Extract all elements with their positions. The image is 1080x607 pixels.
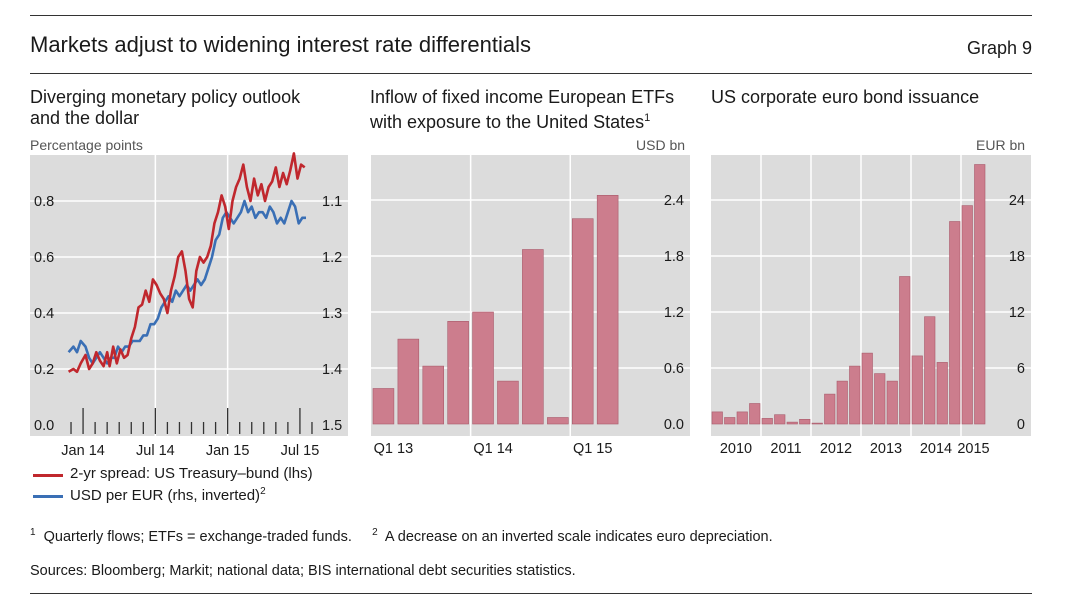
p3-bar xyxy=(711,411,723,425)
p2-y-tick-label: 2.4 xyxy=(664,193,684,209)
panel3-bar-chart: 0 6 12 18 24 2010 2011 2012 2013 2014 2015 xyxy=(711,155,1031,457)
charts-canvas: 0.0 0.2 0.4 0.6 0.8 1.1 1.2 1.3 1.4 1.5 Jan 14 Jul … xyxy=(30,152,1031,459)
panel1-rhs-tick-label: 1.2 xyxy=(322,250,342,266)
p2-bar xyxy=(596,195,619,425)
panel1-line-chart: 0.0 0.2 0.4 0.6 0.8 1.1 1.2 1.3 1.4 1.5 Jan 14 Jul … xyxy=(30,152,348,459)
panel1-x-tick-label: Jul 14 xyxy=(136,443,175,459)
panel1-lhs-tick-label: 0.6 xyxy=(34,250,54,266)
p3-bar xyxy=(886,380,898,425)
p2-bar xyxy=(447,320,469,425)
panel2-bar-chart: 0.0 0.6 1.2 1.8 2.4 Q1 13 Q1 14 Q1 15 xyxy=(371,155,690,457)
panel2-title: Inflow of fixed income European ETFs wit… xyxy=(370,87,674,133)
p3-bar xyxy=(849,365,861,425)
p3-y-tick-label: 12 xyxy=(1009,305,1025,321)
legend-usd-footnote-mark: 2 xyxy=(260,486,266,497)
p3-bar xyxy=(724,417,736,425)
panel1-rhs-tick-label: 1.3 xyxy=(322,306,342,322)
p2-bar xyxy=(522,249,544,425)
footnote2-mark: 2 xyxy=(372,527,378,538)
p3-bar xyxy=(874,373,886,425)
p2-x-tick-label: Q1 13 xyxy=(374,441,414,457)
series-2yr-spread-line xyxy=(67,152,306,374)
footnotes: 1 Quarterly flows; ETFs = exchange-trade… xyxy=(30,527,773,545)
legend-usd-label: USD per EUR (rhs, inverted) xyxy=(70,487,261,504)
panel1-lhs-tick-label: 0.8 xyxy=(34,194,54,210)
panel1-x-tick-label: Jan 14 xyxy=(61,443,105,459)
bottom-rule xyxy=(30,593,1032,594)
graph-title: Markets adjust to widening interest rate… xyxy=(30,32,531,57)
p3-bar xyxy=(799,418,811,425)
footnote2-text: A decrease on an inverted scale indicate… xyxy=(384,528,773,545)
panel1-title: Diverging monetary policy outlook and th… xyxy=(30,87,300,129)
sources: Sources: Bloomberg; Markit; national dat… xyxy=(30,563,576,579)
panel2-title-footnote-mark: 1 xyxy=(644,112,651,124)
panel1-unit: Percentage points xyxy=(30,137,143,153)
panel2-unit: USD bn xyxy=(636,137,686,153)
panel2-title-line2: with exposure to the United States xyxy=(370,112,645,132)
panel1-lhs-tick-label: 0.2 xyxy=(34,362,54,378)
legend-spread-swatch xyxy=(33,474,63,477)
p2-bar xyxy=(397,338,420,425)
panel1-title-line1: Diverging monetary policy outlook xyxy=(30,87,301,107)
p3-x-tick-label: 2012 xyxy=(820,441,852,457)
p2-y-tick-label: 1.2 xyxy=(664,305,684,321)
p3-y-tick-label: 0 xyxy=(1017,417,1025,433)
panel1-x-tick-label: Jul 15 xyxy=(281,443,320,459)
p3-y-tick-label: 6 xyxy=(1017,361,1025,377)
footnote1-mark: 1 xyxy=(30,527,36,538)
p3-bar xyxy=(911,355,923,425)
p3-bar xyxy=(936,362,948,425)
footnote1-text: Quarterly flows; ETFs = exchange-traded … xyxy=(43,528,352,545)
p2-x-tick-label: Q1 15 xyxy=(573,441,613,457)
p3-bar xyxy=(774,414,786,425)
panel1-rhs-tick-label: 1.5 xyxy=(322,418,342,434)
graph-number: Graph 9 xyxy=(966,38,1032,58)
p3-bar xyxy=(836,380,848,425)
p3-x-tick-label: 2011 xyxy=(770,441,801,457)
p2-y-tick-label: 1.8 xyxy=(664,249,684,265)
panel3-unit: EUR bn xyxy=(976,137,1026,153)
top-rule xyxy=(30,15,1032,16)
panel1-rhs-tick-label: 1.4 xyxy=(322,362,342,378)
p3-y-tick-label: 24 xyxy=(1009,193,1025,209)
legend-usd-entry: USD per EUR (rhs, inverted)2 xyxy=(70,486,266,504)
p2-bar xyxy=(372,388,395,425)
p2-bar xyxy=(547,417,569,425)
p3-bar xyxy=(974,164,986,425)
p2-y-tick-label: 0.6 xyxy=(664,361,684,377)
p3-bar xyxy=(761,418,773,425)
p3-y-tick-label: 18 xyxy=(1009,249,1025,265)
p3-bar xyxy=(786,421,798,425)
p2-bar xyxy=(472,311,494,425)
p2-bar xyxy=(422,365,444,425)
legend-usd-swatch xyxy=(33,495,63,498)
p2-x-tick-label: Q1 14 xyxy=(473,441,513,457)
panel1-lhs-tick-label: 0.4 xyxy=(34,306,54,322)
p3-x-tick-label: 2014 xyxy=(920,441,952,457)
p3-bar xyxy=(736,411,748,425)
panel1-x-tick-label: Jan 15 xyxy=(206,443,250,459)
panel1-rhs-tick-label: 1.1 xyxy=(322,194,342,210)
panel1-lhs-tick-label: 0.0 xyxy=(34,418,54,434)
panel3-title: US corporate euro bond issuance xyxy=(711,87,980,107)
panel2-title-line1: Inflow of fixed income European ETFs xyxy=(370,87,675,107)
p2-y-tick-label: 0.0 xyxy=(664,417,684,433)
p2-bar xyxy=(571,218,594,425)
legend-spread-label: 2-yr spread: US Treasury–bund (lhs) xyxy=(70,465,313,482)
p3-bar xyxy=(861,352,873,425)
p3-bar xyxy=(961,205,973,425)
header-rule xyxy=(30,73,1032,74)
panel1-title-line2: and the dollar xyxy=(30,108,140,128)
p3-bar xyxy=(811,422,823,425)
p3-bar xyxy=(749,403,761,425)
panel2-title-line2-wrap: with exposure to the United States1 xyxy=(370,108,674,133)
p3-bar xyxy=(924,316,936,425)
p2-bar xyxy=(497,380,519,425)
p3-x-tick-label: 2010 xyxy=(720,441,752,457)
p3-x-tick-label: 2015 xyxy=(957,441,989,457)
p3-bar xyxy=(899,276,911,425)
p3-x-tick-label: 2013 xyxy=(870,441,902,457)
p3-bar xyxy=(949,221,961,425)
p3-bar xyxy=(824,393,836,425)
